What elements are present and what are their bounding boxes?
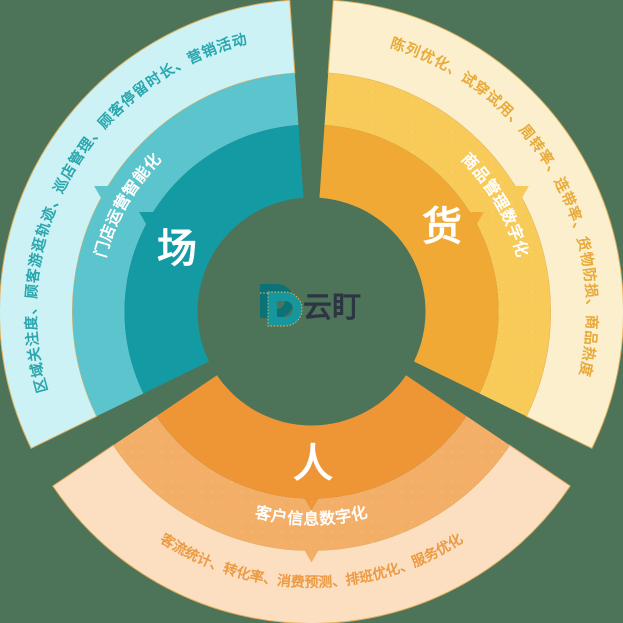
svg-text:云盯: 云盯 [303, 292, 361, 324]
svg-text:人: 人 [293, 442, 333, 486]
svg-text:货: 货 [422, 205, 462, 249]
svg-text:场: 场 [157, 227, 197, 271]
